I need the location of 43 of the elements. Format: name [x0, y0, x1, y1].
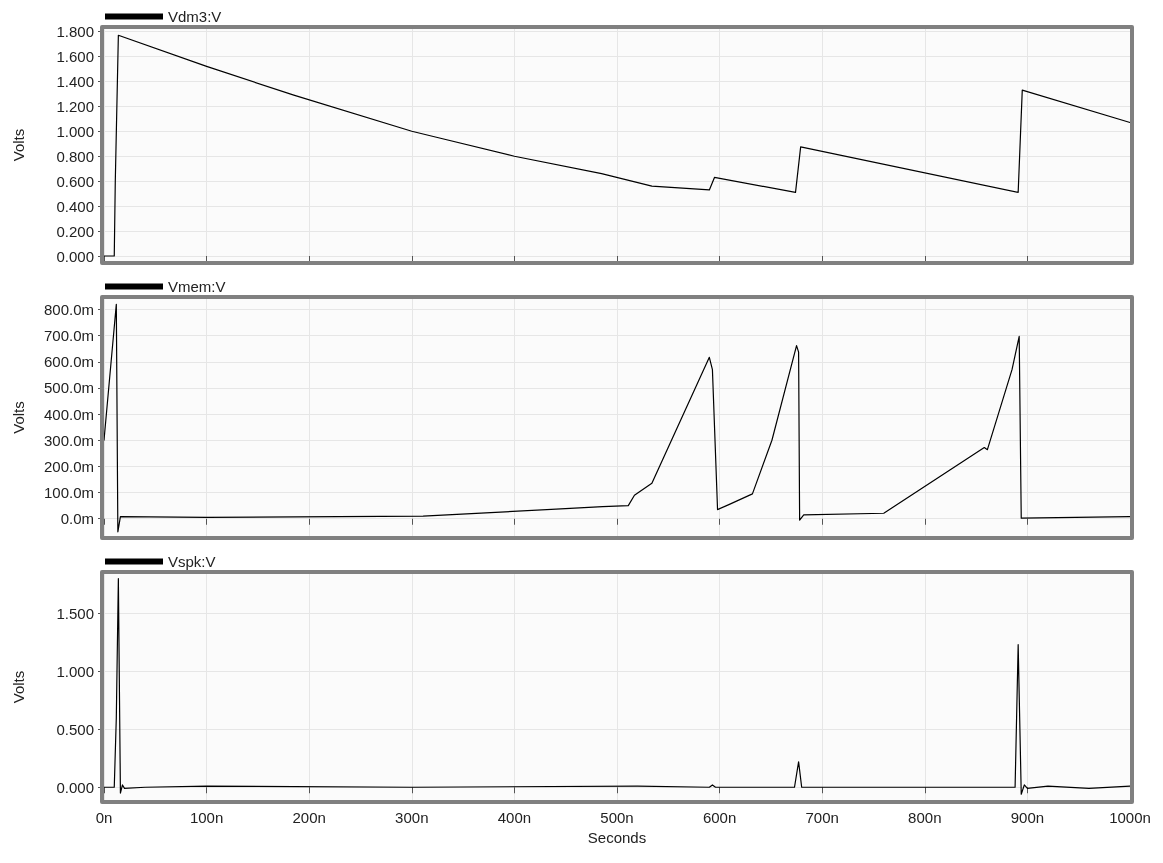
y-tick-label: 0.000 [56, 778, 94, 796]
x-tick-label: 0n [95, 809, 113, 826]
x-tick-label: 600n [702, 809, 737, 826]
y-tick-label: 1.600 [56, 47, 94, 65]
x-tick-label: 1000n [1109, 809, 1151, 826]
y-axis-title: Volts [10, 401, 27, 434]
y-tick-label: 1.800 [56, 22, 94, 40]
x-tick-label: 400n [497, 809, 532, 826]
y-axis-title: Volts [10, 128, 27, 162]
y-tick-label: 800.0m [43, 300, 94, 318]
y-tick-label: 0.400 [56, 197, 94, 215]
y-axis-title: Volts [10, 670, 27, 704]
y-tick-label: 0.500 [56, 720, 94, 738]
x-tick-label: 800n [908, 809, 942, 826]
x-tick-label: 200n [292, 809, 326, 826]
y-tick-label: 100.0m [43, 484, 94, 502]
line-series [103, 578, 1131, 795]
x-tick-label: 100n [189, 809, 224, 826]
y-tick-label: 200.0m [43, 457, 94, 475]
legend-label: Vmem:V [168, 278, 226, 295]
y-tick-label: 700.0m [43, 327, 94, 345]
y-tick-label: 1.200 [56, 97, 94, 115]
y-tick-label: 1.500 [56, 604, 94, 622]
x-tick-label: 300n [395, 809, 429, 826]
y-tick-label: 500.0m [43, 379, 94, 397]
y-tick-label: 1.000 [56, 122, 94, 140]
legend-label: Vspk:V [168, 553, 216, 570]
y-tick-label: 0.200 [56, 222, 94, 240]
y-tick-label: 0.0m [60, 510, 94, 528]
y-tick-label: 0.000 [56, 247, 94, 265]
y-tick-label: 0.600 [56, 172, 94, 190]
y-tick-label: 0.800 [56, 147, 94, 165]
x-tick-label: 700n [805, 809, 839, 826]
y-tick-label: 600.0m [43, 353, 94, 371]
x-tick-label: 500n [600, 809, 634, 826]
y-tick-label: 1.000 [56, 662, 94, 680]
x-axis-title: Seconds [587, 829, 647, 846]
y-tick-label: 1.400 [56, 72, 94, 90]
legend-label: Vdm3:V [168, 8, 222, 25]
y-tick-label: 300.0m [43, 431, 94, 449]
x-tick-label: 900n [1010, 809, 1045, 826]
y-tick-label: 400.0m [43, 405, 94, 423]
line-series [103, 303, 1131, 533]
